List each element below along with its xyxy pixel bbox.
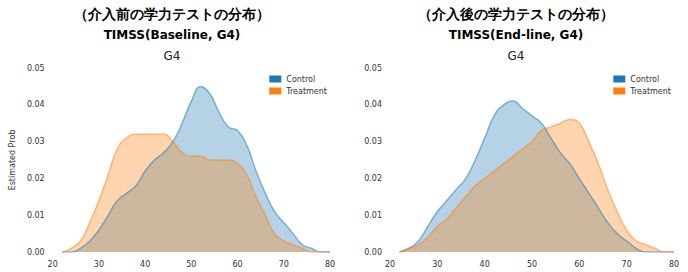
svg-text:30: 30 [432,260,442,269]
svg-text:20: 20 [48,260,58,269]
svg-text:20: 20 [385,260,395,269]
svg-text:60: 60 [232,260,242,269]
svg-text:50: 50 [527,260,537,269]
svg-text:0.01: 0.01 [27,211,45,220]
svg-text:70: 70 [622,260,632,269]
svg-text:G4: G4 [508,49,525,63]
svg-text:0.04: 0.04 [364,100,382,109]
svg-text:Treatment: Treatment [629,87,671,96]
svg-text:0.02: 0.02 [364,174,382,183]
svg-text:50: 50 [186,260,196,269]
svg-text:（介入後の学力テストの分布）: （介入後の学力テストの分布） [418,6,614,22]
svg-text:80: 80 [325,260,335,269]
svg-text:0.00: 0.00 [364,248,382,257]
svg-text:70: 70 [279,260,289,269]
svg-text:0.04: 0.04 [27,100,45,109]
svg-text:0.05: 0.05 [27,64,45,73]
svg-text:0.03: 0.03 [27,137,45,146]
svg-text:0.01: 0.01 [364,211,382,220]
svg-text:Control: Control [630,75,659,84]
svg-text:（介入前の学力テストの分布）: （介入前の学力テストの分布） [74,6,270,22]
svg-text:0.05: 0.05 [364,64,382,73]
svg-text:Estimated Prob: Estimated Prob [8,130,17,191]
svg-text:30: 30 [94,260,104,269]
svg-text:Treatment: Treatment [285,87,327,96]
svg-text:0.02: 0.02 [27,174,45,183]
svg-text:TIMSS(End-line, G4): TIMSS(End-line, G4) [449,28,583,42]
svg-text:40: 40 [140,260,150,269]
svg-text:TIMSS(Baseline, G4): TIMSS(Baseline, G4) [104,28,241,42]
svg-text:0.03: 0.03 [364,137,382,146]
svg-text:0.00: 0.00 [27,248,45,257]
svg-text:Control: Control [286,75,315,84]
svg-text:40: 40 [480,260,490,269]
svg-text:60: 60 [574,260,584,269]
svg-text:G4: G4 [164,49,181,63]
svg-text:80: 80 [669,260,679,269]
